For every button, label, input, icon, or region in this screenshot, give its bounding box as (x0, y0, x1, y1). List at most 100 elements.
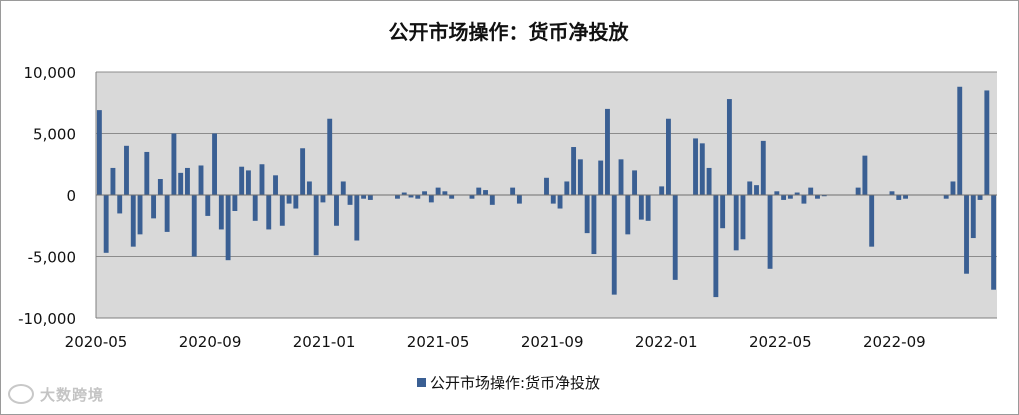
bar (489, 195, 495, 205)
bar (991, 195, 997, 290)
bar (415, 195, 421, 199)
bar (313, 195, 319, 256)
bar (774, 191, 780, 195)
bar (693, 138, 698, 195)
bar (449, 195, 455, 199)
bar (943, 195, 949, 199)
bar (964, 195, 969, 274)
bar (672, 195, 678, 280)
bar (435, 187, 441, 195)
bar (401, 192, 407, 195)
bar (862, 155, 868, 195)
bar (666, 118, 671, 195)
bar (747, 181, 753, 195)
bar (713, 195, 719, 298)
bar (618, 159, 624, 195)
bar (218, 195, 224, 230)
legend-label: 公开市场操作:货币净投放 (429, 374, 601, 392)
bar (957, 86, 963, 195)
bar (469, 195, 475, 199)
bar (706, 167, 712, 195)
bar (726, 99, 732, 195)
bar (577, 159, 583, 195)
bar (794, 192, 800, 195)
x-tick-label: 2020-09 (179, 333, 242, 351)
bar (659, 186, 665, 195)
x-tick-label: 2022-05 (749, 333, 812, 351)
bar (896, 195, 902, 200)
bar (544, 177, 549, 195)
bar (395, 195, 400, 199)
bar (428, 195, 434, 203)
bar (821, 195, 827, 197)
bar (638, 195, 644, 220)
bar (300, 148, 306, 195)
bar (306, 181, 312, 195)
bar (245, 170, 251, 195)
watermark-text: 大数跨境 (40, 386, 105, 404)
bar (740, 195, 746, 240)
bar (185, 167, 190, 195)
bar (327, 118, 333, 195)
bar (232, 195, 238, 211)
bar (625, 195, 631, 235)
bar (476, 187, 482, 195)
bar (605, 108, 610, 195)
y-tick-label: 5,000 (33, 126, 76, 144)
bar (510, 187, 516, 195)
bar (767, 195, 773, 269)
bar (171, 133, 177, 195)
x-tick-label: 2022-01 (635, 333, 698, 351)
watermark-logo: 大数跨境 (8, 384, 104, 405)
bar (950, 181, 956, 195)
bar (191, 195, 197, 257)
x-tick-label: 2021-05 (407, 333, 470, 351)
bar (699, 143, 705, 195)
bar (977, 195, 983, 200)
bar (96, 110, 102, 195)
bar (205, 195, 211, 216)
bar (645, 195, 651, 221)
bar (855, 187, 861, 195)
bar (598, 160, 604, 195)
legend-swatch (416, 378, 426, 387)
bar (557, 195, 563, 209)
bar (130, 195, 136, 247)
bar (151, 195, 157, 219)
bar (754, 185, 759, 195)
x-tick-label: 2021-01 (293, 333, 356, 351)
bar (117, 195, 123, 214)
bar (571, 147, 577, 195)
bar (279, 195, 285, 226)
y-tick-label: -5,000 (28, 249, 76, 267)
bar (516, 195, 522, 204)
bar (889, 191, 895, 195)
x-tick-label: 2022-09 (863, 333, 926, 351)
bar (720, 195, 726, 229)
bar (144, 151, 150, 195)
bar (259, 164, 265, 195)
y-tick-label: 0 (66, 187, 76, 205)
bar (760, 140, 766, 195)
bar (110, 167, 116, 195)
bar (320, 195, 326, 203)
bar (591, 195, 597, 255)
y-tick-label: -10,000 (18, 310, 76, 328)
bar (212, 133, 217, 195)
x-tick-label: 2021-09 (521, 333, 584, 351)
bar (984, 90, 990, 195)
bar (801, 195, 807, 204)
bar (266, 195, 272, 230)
bar (367, 195, 373, 200)
bar (293, 195, 299, 209)
y-tick-label: 10,000 (24, 64, 77, 82)
bar (584, 195, 590, 234)
bar (286, 195, 292, 204)
bar (781, 195, 787, 200)
bar (903, 195, 908, 199)
bar (178, 172, 184, 195)
x-tick-label: 2020-05 (65, 333, 128, 351)
bar (733, 195, 739, 251)
bar (137, 195, 143, 235)
bar (442, 191, 448, 195)
